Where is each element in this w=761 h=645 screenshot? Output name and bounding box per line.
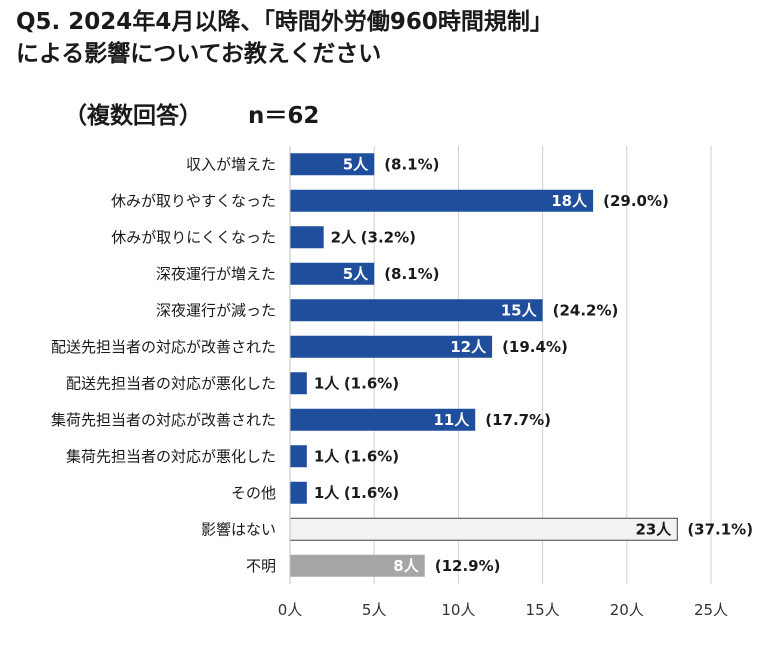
value-label-6: 1人	[314, 374, 340, 392]
percent-label-0: (8.1%)	[384, 155, 439, 173]
value-label-8: 1人	[314, 447, 340, 465]
value-label-10: 23人	[635, 520, 672, 538]
bar-7	[290, 408, 476, 431]
percent-label-5: (19.4%)	[502, 338, 568, 356]
value-label-1: 18人	[551, 192, 588, 210]
percent-label-9: (1.6%)	[344, 484, 399, 502]
x-tick-label-3: 15人	[526, 601, 560, 619]
percent-label-8: (1.6%)	[344, 447, 399, 465]
bar-8	[290, 445, 307, 468]
category-label-10: 影響はない	[201, 520, 276, 538]
category-label-2: 休みが取りにくくなった	[111, 228, 276, 246]
x-tick-label-1: 5人	[362, 601, 387, 619]
multiple-answer-label: （複数回答）	[64, 103, 202, 129]
value-label-5: 12人	[450, 338, 487, 356]
percent-label-2: (3.2%)	[361, 228, 416, 246]
percent-label-6: (1.6%)	[344, 374, 399, 392]
bar-0	[290, 153, 375, 176]
x-tick-label-0: 0人	[278, 601, 303, 619]
bar-2	[290, 226, 324, 249]
percent-label-4: (24.2%)	[553, 301, 619, 319]
x-tick-label-4: 20人	[610, 601, 644, 619]
chart-title-line1: Q5. 2024年4月以降、「時間外労働960時間規制」	[16, 9, 553, 35]
category-label-11: 不明	[246, 557, 276, 575]
chart-title-line2: による影響についてお教えください	[16, 41, 382, 67]
chart-title: Q5. 2024年4月以降、「時間外労働960時間規制」 による影響についてお教…	[16, 6, 553, 70]
bar-6	[290, 372, 307, 395]
category-label-5: 配送先担当者の対応が改善された	[51, 338, 276, 356]
percent-label-10: (37.1%)	[687, 520, 753, 538]
value-label-2: 2人	[331, 228, 357, 246]
value-label-4: 15人	[501, 301, 538, 319]
category-label-0: 収入が増えた	[186, 155, 276, 173]
bar-5	[290, 335, 493, 358]
sample-size-label: n＝62	[248, 103, 320, 129]
chart-subtitle: （複数回答） n＝62	[64, 100, 319, 132]
percent-label-1: (29.0%)	[603, 192, 669, 210]
category-label-8: 集荷先担当者の対応が悪化した	[66, 447, 276, 465]
value-label-7: 11人	[433, 411, 470, 429]
value-label-3: 5人	[343, 265, 369, 283]
bar-3	[290, 262, 375, 285]
bar-9	[290, 481, 307, 504]
percent-label-3: (8.1%)	[384, 265, 439, 283]
x-tick-label-5: 25人	[694, 601, 728, 619]
category-label-1: 休みが取りやすくなった	[111, 192, 276, 210]
value-label-11: 8人	[393, 557, 419, 575]
value-label-0: 5人	[343, 155, 369, 173]
category-label-7: 集荷先担当者の対応が改善された	[51, 411, 276, 429]
bar-4	[290, 299, 543, 322]
category-label-3: 深夜運行が増えた	[156, 265, 276, 283]
category-label-9: その他	[231, 484, 276, 502]
bar-10	[289, 517, 678, 541]
value-label-9: 1人	[314, 484, 340, 502]
bar-1	[290, 189, 594, 212]
bar-11	[290, 554, 425, 577]
x-tick-label-2: 10人	[441, 601, 475, 619]
category-label-4: 深夜運行が減った	[156, 301, 276, 319]
percent-label-11: (12.9%)	[435, 557, 501, 575]
percent-label-7: (17.7%)	[485, 411, 551, 429]
category-label-6: 配送先担当者の対応が悪化した	[66, 374, 276, 392]
